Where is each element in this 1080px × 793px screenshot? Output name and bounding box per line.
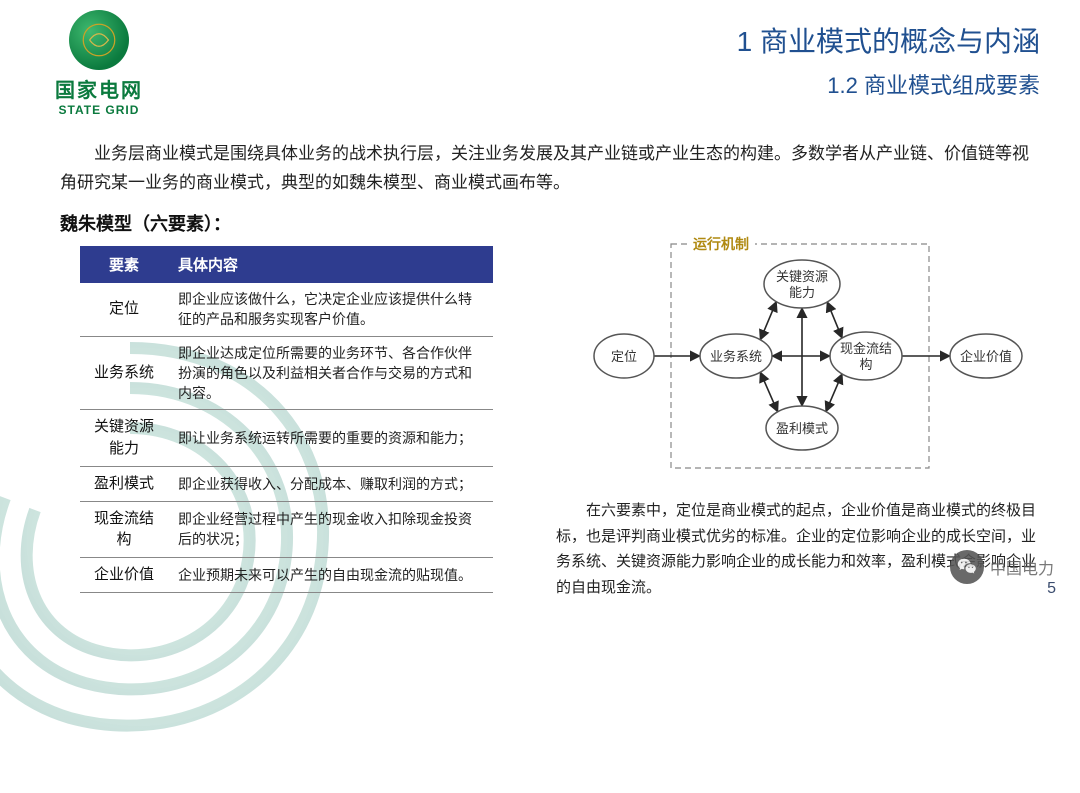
svg-text:现金流结: 现金流结	[840, 341, 892, 356]
svg-text:业务系统: 业务系统	[710, 349, 762, 364]
brand-logo: 国家电网 STATE GRID	[34, 10, 164, 117]
table-cell-content: 即企业应该做什么，它决定企业应该提供什么特征的产品和服务实现客户价值。	[168, 283, 493, 336]
table-cell-element: 定位	[80, 283, 168, 336]
svg-text:企业价值: 企业价值	[960, 349, 1012, 364]
watermark-text: 中国电力	[990, 555, 1054, 579]
watermark: 中国电力	[950, 550, 1054, 584]
table-row: 盈利模式即企业获得收入、分配成本、赚取利润的方式；	[80, 466, 493, 501]
table-cell-content: 即企业经营过程中产生的现金收入扣除现金投资后的状况；	[168, 501, 493, 558]
table-row: 关键资源能力即让业务系统运转所需要的重要的资源和能力；	[80, 410, 493, 467]
table-header-row: 要素 具体内容	[80, 246, 493, 283]
table-row: 企业价值企业预期未来可以产生的自由现金流的贴现值。	[80, 558, 493, 593]
table-cell-element: 关键资源能力	[80, 410, 168, 467]
diagram-caption: 在六要素中，定位是商业模式的起点，企业价值是商业模式的终极目标，也是评判商业模式…	[556, 498, 1046, 600]
table-cell-element: 盈利模式	[80, 466, 168, 501]
table-cell-content: 即让业务系统运转所需要的重要的资源和能力；	[168, 410, 493, 467]
brand-logo-mark	[69, 10, 129, 70]
svg-text:关键资源: 关键资源	[776, 269, 828, 284]
svg-text:定位: 定位	[611, 349, 637, 364]
svg-text:构: 构	[859, 357, 872, 372]
chapter-title: 1 商业模式的概念与内涵	[737, 20, 1040, 60]
table-row: 定位即企业应该做什么，它决定企业应该提供什么特征的产品和服务实现客户价值。	[80, 283, 493, 336]
model-heading: 魏朱模型（六要素）：	[60, 210, 231, 236]
table-cell-content: 即企业达成定位所需要的业务环节、各合作伙伴扮演的角色以及利益相关者合作与交易的方…	[168, 336, 493, 410]
brand-name-en: STATE GRID	[34, 103, 164, 117]
table-cell-content: 企业预期未来可以产生的自由现金流的贴现值。	[168, 558, 493, 593]
intro-paragraph: 业务层商业模式是围绕具体业务的战术执行层，关注业务发展及其产业链或产业生态的构建…	[60, 140, 1030, 198]
svg-text:盈利模式: 盈利模式	[776, 421, 828, 436]
brand-name-cn: 国家电网	[34, 74, 164, 103]
svg-text:能力: 能力	[789, 285, 815, 300]
table-col-content: 具体内容	[168, 246, 493, 283]
wechat-icon	[950, 550, 984, 584]
table-cell-element: 企业价值	[80, 558, 168, 593]
svg-text:运行机制: 运行机制	[693, 236, 749, 253]
table-col-element: 要素	[80, 246, 168, 283]
table-cell-element: 现金流结构	[80, 501, 168, 558]
section-title: 1.2 商业模式组成要素	[737, 68, 1040, 100]
six-elements-table: 要素 具体内容 定位即企业应该做什么，它决定企业应该提供什么特征的产品和服务实现…	[80, 246, 493, 593]
table-cell-element: 业务系统	[80, 336, 168, 410]
table-row: 现金流结构即企业经营过程中产生的现金收入扣除现金投资后的状况；	[80, 501, 493, 558]
header-titles: 1 商业模式的概念与内涵 1.2 商业模式组成要素	[737, 20, 1040, 100]
table-cell-content: 即企业获得收入、分配成本、赚取利润的方式；	[168, 466, 493, 501]
mechanism-diagram: 运行机制定位 业务系统 关键资源能力现金流结构盈利模式 企业价值	[556, 236, 1046, 496]
table-row: 业务系统即企业达成定位所需要的业务环节、各合作伙伴扮演的角色以及利益相关者合作与…	[80, 336, 493, 410]
